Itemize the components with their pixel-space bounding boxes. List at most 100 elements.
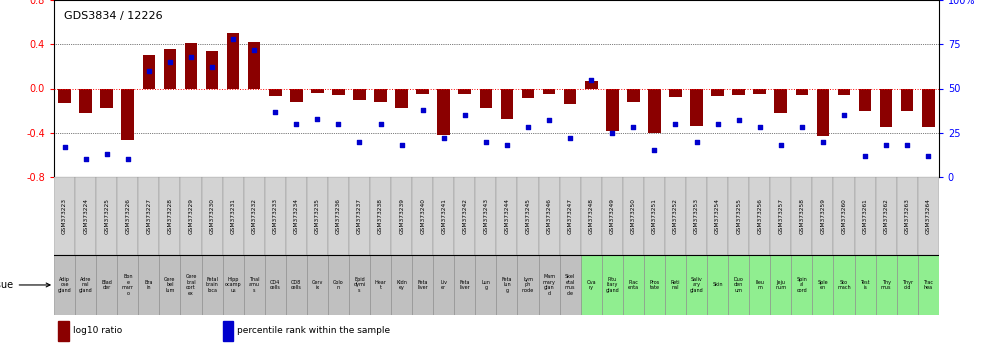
Bar	[54, 255, 75, 315]
Bar	[812, 255, 834, 315]
Bar	[349, 177, 370, 255]
Bar	[139, 255, 159, 315]
Point	[499, 142, 515, 148]
Bar	[834, 255, 854, 315]
Point	[647, 148, 663, 153]
Bar	[771, 255, 791, 315]
Bar	[665, 177, 686, 255]
Bar	[585, 81, 598, 88]
Text: GSM373262: GSM373262	[884, 198, 889, 234]
Text: GSM373259: GSM373259	[821, 198, 826, 234]
Point	[435, 135, 451, 141]
Bar	[623, 255, 644, 315]
Text: GSM373243: GSM373243	[484, 198, 489, 234]
Bar	[370, 255, 391, 315]
Bar	[222, 321, 233, 341]
Bar	[227, 33, 240, 88]
Bar	[559, 255, 581, 315]
Text: GSM373236: GSM373236	[336, 198, 341, 234]
Point	[689, 139, 705, 144]
Text: Pros
tate: Pros tate	[650, 280, 660, 290]
Text: Jeju
num: Jeju num	[776, 280, 786, 290]
Bar	[880, 88, 893, 127]
Text: GSM373261: GSM373261	[862, 198, 868, 234]
Bar	[58, 88, 71, 103]
Text: Test
is: Test is	[860, 280, 870, 290]
Text: GSM373258: GSM373258	[799, 198, 804, 234]
Bar	[391, 177, 412, 255]
Bar	[644, 177, 665, 255]
Text: GSM373233: GSM373233	[272, 198, 278, 234]
Text: GSM373226: GSM373226	[125, 198, 131, 234]
Text: GSM373245: GSM373245	[526, 198, 531, 234]
Point	[562, 135, 578, 141]
Text: GSM373229: GSM373229	[189, 198, 194, 234]
Bar	[476, 177, 496, 255]
Bar	[918, 177, 939, 255]
Bar	[264, 177, 286, 255]
Text: GSM373253: GSM373253	[694, 198, 699, 234]
Bar	[817, 88, 830, 136]
Bar	[434, 255, 454, 315]
Bar	[370, 177, 391, 255]
Bar	[159, 255, 181, 315]
Point	[288, 121, 304, 127]
Bar	[375, 88, 387, 102]
Text: Cere
bel
lum: Cere bel lum	[164, 277, 176, 293]
Text: GSM373239: GSM373239	[399, 198, 404, 234]
Bar	[644, 255, 665, 315]
Bar	[163, 49, 176, 88]
Point	[605, 130, 620, 136]
Bar	[728, 255, 749, 315]
Text: Hear
t: Hear t	[375, 280, 386, 290]
Bar	[728, 177, 749, 255]
Point	[920, 153, 936, 159]
Text: Ova
ry: Ova ry	[587, 280, 596, 290]
Text: Adre
nal
gland: Adre nal gland	[79, 277, 92, 293]
Bar	[749, 255, 771, 315]
Text: Sto
mach: Sto mach	[838, 280, 851, 290]
Point	[542, 118, 557, 123]
Bar	[500, 88, 513, 120]
Bar	[202, 177, 222, 255]
Bar	[795, 88, 808, 95]
Bar	[564, 88, 576, 104]
Text: Ileu
m: Ileu m	[755, 280, 764, 290]
Bar	[96, 255, 117, 315]
Point	[267, 109, 283, 114]
Bar	[434, 177, 454, 255]
Text: GSM373238: GSM373238	[378, 198, 383, 234]
Bar	[222, 255, 244, 315]
Text: Blad
der: Blad der	[101, 280, 112, 290]
Bar	[922, 88, 935, 127]
Bar	[290, 88, 303, 102]
Bar	[353, 88, 366, 99]
Point	[730, 118, 746, 123]
Text: Epid
dymi
s: Epid dymi s	[353, 277, 366, 293]
Text: GSM373244: GSM373244	[504, 198, 509, 234]
Point	[99, 151, 115, 157]
Bar	[539, 177, 559, 255]
Text: GSM373254: GSM373254	[715, 198, 721, 234]
Bar	[286, 177, 307, 255]
Bar	[458, 88, 471, 94]
Text: GSM373248: GSM373248	[589, 198, 594, 234]
Text: Lun
g: Lun g	[482, 280, 491, 290]
Text: GDS3834 / 12226: GDS3834 / 12226	[64, 11, 162, 21]
Bar	[496, 177, 517, 255]
Bar	[395, 88, 408, 108]
Point	[794, 125, 810, 130]
Point	[162, 59, 178, 65]
Point	[583, 77, 599, 82]
Point	[330, 121, 346, 127]
Bar	[812, 177, 834, 255]
Text: GSM373227: GSM373227	[146, 198, 151, 234]
Bar	[539, 255, 559, 315]
Bar	[623, 177, 644, 255]
Bar	[80, 88, 92, 113]
Bar	[328, 177, 349, 255]
Text: Thy
mus: Thy mus	[881, 280, 892, 290]
Bar	[686, 255, 707, 315]
Point	[141, 68, 156, 74]
Point	[352, 139, 368, 144]
